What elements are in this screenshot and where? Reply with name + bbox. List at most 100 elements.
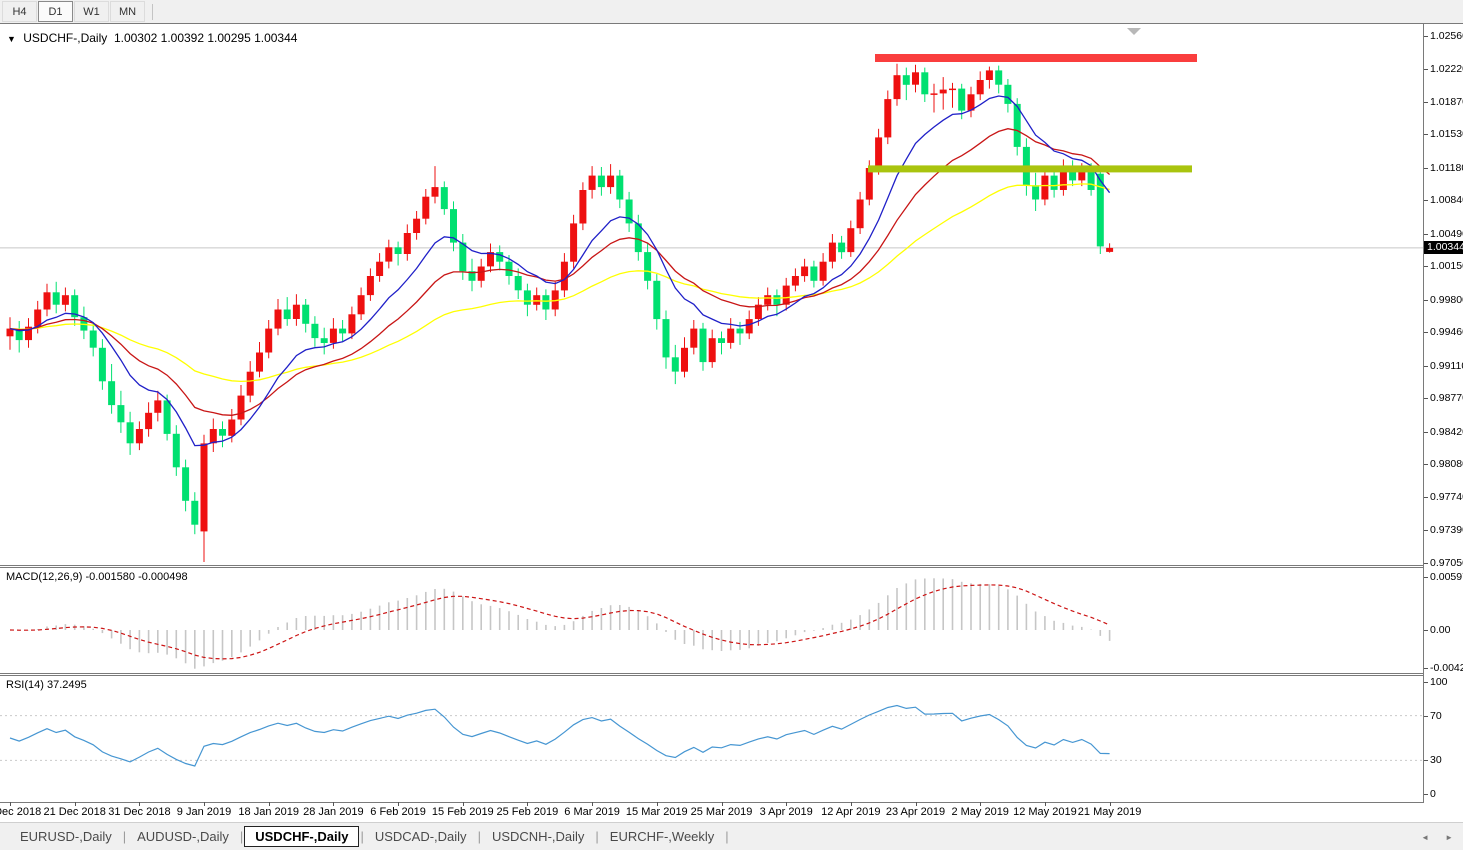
rsi-axis-label: 0 [1424,788,1463,800]
date-label: 3 Apr 2019 [759,806,813,818]
tab-separator: | [360,829,364,844]
date-tick [74,802,76,806]
macd-indicator-label: MACD(12,26,9) -0.001580 -0.000498 [6,571,188,583]
rsi-line [9,704,1110,767]
price-axis-label: 1.02560 [1424,30,1463,42]
price-axis-label: 1.01530 [1424,128,1463,140]
tab-usdcnh-daily[interactable]: USDCNH-,Daily [491,829,585,844]
panel-separator [0,675,1424,676]
date-label: 25 Mar 2019 [690,806,753,818]
date-label: 9 Jan 2019 [176,806,232,818]
current-price-badge: 1.00344 [1424,241,1463,254]
resistance-line[interactable] [875,54,1197,62]
chart-background [0,24,1463,822]
timeframe-mn[interactable]: MN [110,1,145,22]
date-label: 15 Feb 2019 [431,806,494,818]
rsi-panel[interactable] [0,676,1424,802]
main-price-chart[interactable] [0,25,1424,565]
macd-histogram [18,578,1111,669]
date-axis-border [0,802,1424,803]
chart-shift-marker-icon[interactable] [1127,28,1141,35]
date-label: 21 May 2019 [1077,806,1142,818]
ma-medium-red [9,128,1111,416]
date-label: 23 Apr 2019 [885,806,946,818]
date-tick [656,802,658,806]
tab-usdchf-daily[interactable]: USDCHF-,Daily [244,826,360,847]
price-axis-label: 1.01180 [1424,162,1463,174]
macd-axis-label: 0.00 [1424,624,1463,636]
chart-top-border [0,23,1463,24]
date-tick [10,802,11,806]
tab-usdcad-daily[interactable]: USDCAD-,Daily [374,829,467,844]
macd-axis-label: 0.00597 [1424,571,1463,583]
panel-separator[interactable] [0,565,1424,566]
ma-slow-yellow [9,183,1110,383]
collapse-indicator-icon[interactable]: ▼ [7,34,16,44]
date-tick [398,802,400,806]
tab-eurchf-weekly[interactable]: EURCHF-,Weekly [609,829,715,844]
price-axis-border [1423,24,1424,802]
rsi-axis-label: 30 [1424,754,1463,766]
macd-panel[interactable] [0,568,1424,673]
tab-separator: | [595,829,599,844]
tab-separator: | [725,829,729,844]
price-axis-label: 1.00490 [1424,228,1463,240]
date-label: 31 Dec 2018 [108,806,171,818]
date-label: 2 May 2019 [951,806,1009,818]
panel-separator [0,567,1424,568]
price-axis-label: 1.02220 [1424,63,1463,75]
rsi-axis-label: 70 [1424,710,1463,722]
date-tick [980,802,982,806]
chart-header: ▼ USDCHF-,Daily 1.00302 1.00392 1.00295 … [7,31,297,45]
timeframe-toolbar: H4 D1 W1 MN [0,0,1463,23]
chart-ohlc-values: 1.00302 1.00392 1.00295 1.00344 [113,31,298,45]
tab-scroll-left-icon[interactable]: ◄ [1421,833,1430,842]
date-tick [204,802,205,806]
tab-separator: | [239,829,244,844]
date-tick [786,802,788,806]
date-label: 12 May 2019 [1013,806,1077,818]
timeframe-h4[interactable]: H4 [2,1,37,22]
tab-separator: | [477,829,481,844]
date-tick [1109,802,1111,806]
timeframe-d1[interactable]: D1 [38,1,73,22]
date-tick [462,802,464,806]
date-tick [592,802,594,806]
macd-signal-line [9,584,1110,660]
date-label: 6 Feb 2019 [370,806,426,818]
ma-fast-blue [9,95,1111,447]
chart-tabs: EURUSD-,Daily | AUDUSD-,Daily | USDCHF-,Dail… [10,826,730,847]
panel-separator[interactable] [0,673,1424,674]
tab-separator: | [122,829,127,844]
date-label: 6 Mar 2019 [564,806,620,818]
date-tick [527,802,529,806]
toolbar-separator [152,3,153,20]
date-tick [1044,802,1046,806]
date-tick [139,802,141,806]
date-label: 21 Dec 2018 [43,806,106,818]
date-label: 28 Jan 2019 [303,806,364,818]
support-line[interactable] [868,165,1192,173]
date-label: 12 Apr 2019 [821,806,881,818]
price-axis-label: 1.01870 [1424,96,1463,108]
date-label: 15 Mar 2019 [625,806,688,818]
date-tick [333,802,335,806]
timeframe-w1[interactable]: W1 [74,1,109,22]
date-tick [721,802,723,806]
price-axis-label: 1.00840 [1424,194,1463,206]
date-tick [915,802,917,806]
date-label: 12 Dec 2018 [0,806,42,818]
tab-eurusd-daily[interactable]: EURUSD-,Daily [20,829,112,844]
tab-audusd-daily[interactable]: AUDUSD-,Daily [137,829,229,844]
candles [6,63,1114,562]
tab-scroll-right-icon[interactable]: ► [1445,833,1453,842]
